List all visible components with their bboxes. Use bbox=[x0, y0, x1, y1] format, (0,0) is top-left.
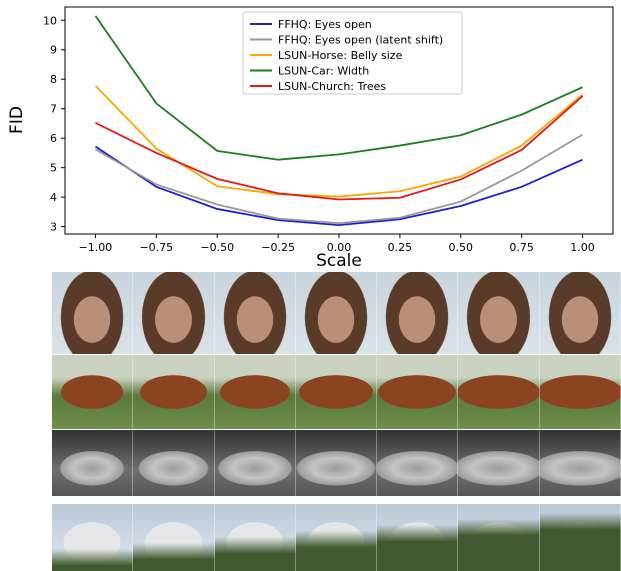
car-sample-image bbox=[458, 430, 540, 496]
church-sample-image bbox=[214, 504, 296, 571]
x-tick-label: 0.00 bbox=[327, 241, 352, 254]
face-sample-image bbox=[52, 272, 134, 354]
legend-label: LSUN-Church: Trees bbox=[278, 80, 386, 93]
y-tick-label: 4 bbox=[50, 191, 57, 204]
legend-label: LSUN-Car: Width bbox=[278, 65, 369, 78]
face-sample-image bbox=[295, 272, 378, 354]
face-row bbox=[52, 272, 621, 354]
axis-ticks: −1.00 −0.75 −0.50 −0.25 0.00 0.25 0.50 0.75 1.00… bbox=[43, 14, 595, 254]
series-line bbox=[94, 85, 584, 198]
x-tick-label: 1.00 bbox=[570, 241, 595, 254]
car-sample-image bbox=[214, 430, 296, 496]
series-lines bbox=[94, 15, 584, 227]
series-line bbox=[94, 133, 584, 224]
x-tick-label: −0.25 bbox=[261, 241, 295, 254]
car-sample-image bbox=[295, 430, 378, 496]
church-sample-image bbox=[295, 504, 378, 571]
series-line bbox=[94, 15, 583, 161]
car-sample-image bbox=[539, 430, 621, 496]
legend-label: FFHQ: Eyes open bbox=[278, 18, 372, 31]
car-row bbox=[52, 430, 621, 496]
legend: FFHQ: Eyes open FFHQ: Eyes open (latent s… bbox=[242, 11, 463, 95]
y-tick-label: 5 bbox=[50, 162, 57, 175]
horse-row bbox=[52, 355, 621, 429]
series-line bbox=[95, 95, 584, 201]
horse-sample-image bbox=[539, 355, 621, 429]
x-axis-title: Scale bbox=[316, 251, 362, 271]
church-sample-image bbox=[133, 504, 215, 571]
y-tick-label: 9 bbox=[50, 44, 57, 57]
x-tick-label: −0.75 bbox=[139, 241, 173, 254]
x-tick-label: −0.50 bbox=[200, 241, 234, 254]
car-sample-image bbox=[133, 430, 215, 496]
series-line bbox=[94, 145, 583, 227]
y-tick-label: 3 bbox=[50, 221, 57, 234]
legend-label: FFHQ: Eyes open (latent shift) bbox=[278, 34, 443, 47]
legend-label: LSUN-Horse: Belly size bbox=[278, 49, 403, 62]
horse-sample-image bbox=[377, 355, 459, 429]
face-sample-image bbox=[458, 272, 540, 354]
y-tick-label: 6 bbox=[50, 132, 57, 145]
face-sample-image bbox=[214, 272, 296, 354]
church-row bbox=[52, 504, 621, 571]
horse-sample-image bbox=[295, 355, 378, 429]
face-sample-image bbox=[377, 272, 459, 354]
x-tick-label: 0.25 bbox=[388, 241, 413, 254]
x-tick-label: −1.00 bbox=[79, 241, 113, 254]
y-axis-title: FID bbox=[7, 106, 27, 134]
car-sample-image bbox=[377, 430, 459, 496]
church-sample-image bbox=[458, 504, 540, 571]
face-sample-image bbox=[539, 272, 621, 354]
legend-box bbox=[242, 11, 463, 95]
x-tick-label: 0.75 bbox=[509, 241, 534, 254]
church-sample-image bbox=[52, 504, 134, 571]
fid-line-chart: −1.00 −0.75 −0.50 −0.25 0.00 0.25 0.50 0.75 1.00… bbox=[7, 6, 614, 271]
y-tick-label: 7 bbox=[50, 103, 57, 116]
sample-image-strip bbox=[52, 272, 621, 571]
horse-sample-image bbox=[458, 355, 540, 429]
x-tick-label: 0.50 bbox=[449, 241, 474, 254]
car-sample-image bbox=[52, 430, 134, 496]
church-sample-image bbox=[377, 504, 459, 571]
y-tick-label: 10 bbox=[43, 14, 57, 27]
horse-sample-image bbox=[214, 355, 296, 429]
horse-sample-image bbox=[133, 355, 215, 429]
church-sample-image bbox=[539, 504, 621, 571]
face-sample-image bbox=[133, 272, 215, 354]
horse-sample-image bbox=[52, 355, 134, 429]
y-tick-label: 8 bbox=[50, 73, 57, 86]
